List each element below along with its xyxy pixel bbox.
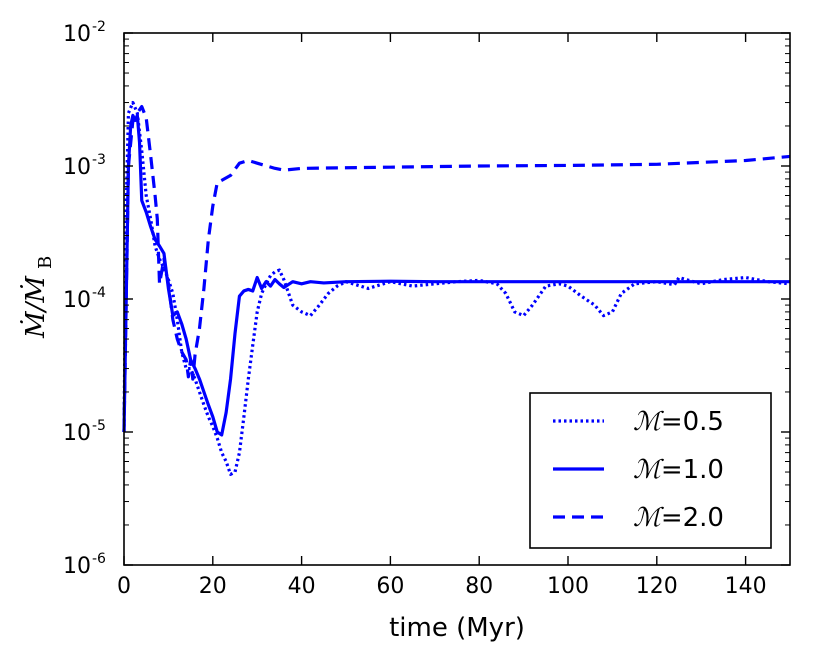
- y-tick-label: 10 -2: [63, 19, 106, 47]
- y-tick-base: 10: [63, 22, 91, 47]
- x-tick-label: 80: [465, 574, 493, 599]
- x-tick-label: 120: [636, 574, 678, 599]
- y-tick-label: 10 -5: [63, 418, 106, 446]
- series-line-dotted: [122, 100, 791, 476]
- y-tick-label: 10 -3: [63, 152, 106, 180]
- legend: ℳ=0.5 ℳ=1.0 ℳ=2.0: [529, 392, 772, 549]
- y-axis-title: Ṁ/Ṁ B: [20, 256, 56, 339]
- plot-frame: [123, 32, 791, 566]
- y-axis-title-subscript: B: [35, 256, 56, 269]
- y-tick-exponent: -5: [92, 418, 106, 434]
- x-tick-label: 40: [288, 574, 316, 599]
- x-tick-label: 140: [725, 574, 767, 599]
- legend-items: ℳ=0.5 ℳ=1.0 ℳ=2.0: [553, 407, 724, 533]
- y-tick-base: 10: [63, 554, 91, 579]
- x-tick-label: 100: [547, 574, 589, 599]
- series-line-dashed: [122, 104, 791, 433]
- y-tick-label: 10 -4: [63, 285, 106, 313]
- y-tick-exponent: -3: [92, 152, 106, 168]
- y-tick-base: 10: [63, 288, 91, 313]
- legend-label: ℳ=2.0: [633, 503, 724, 533]
- y-tick-exponent: -4: [92, 285, 106, 301]
- series-line-solid: [122, 113, 790, 437]
- series-layer: [122, 100, 791, 476]
- x-axis-title: time (Myr): [389, 613, 525, 643]
- legend-label: ℳ=0.5: [633, 407, 724, 437]
- y-axis-title-text: Ṁ/Ṁ: [20, 275, 51, 339]
- x-tick-label: 0: [117, 574, 131, 599]
- x-tick-label: 60: [376, 574, 404, 599]
- y-tick-exponent: -2: [92, 19, 106, 35]
- x-tick-label: 20: [199, 574, 227, 599]
- y-tick-base: 10: [63, 421, 91, 446]
- legend-label: ℳ=1.0: [633, 455, 724, 485]
- y-tick-exponent: -6: [92, 551, 106, 567]
- y-tick-base: 10: [63, 155, 91, 180]
- y-tick-label: 10 -6: [63, 551, 106, 579]
